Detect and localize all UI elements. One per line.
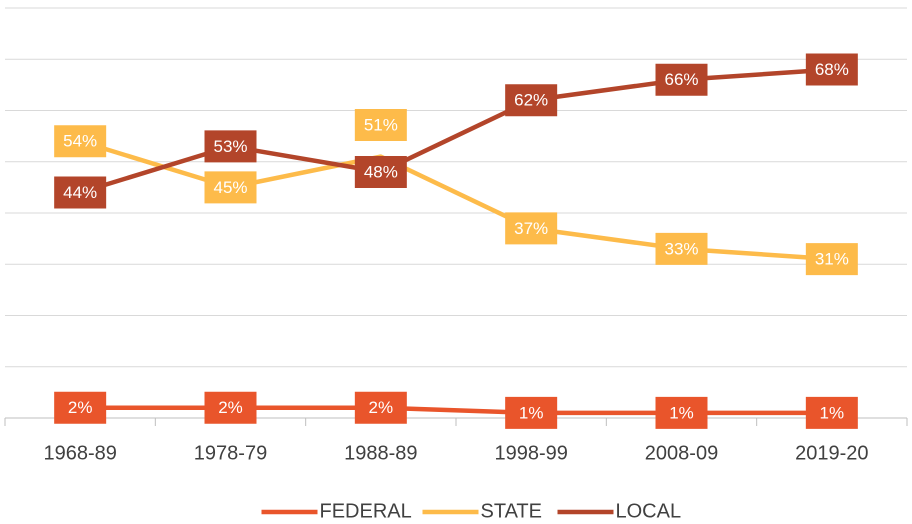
data-label: 1% <box>820 403 845 422</box>
data-label: 48% <box>364 162 398 181</box>
x-tick-label: 1978-79 <box>194 442 267 464</box>
legend-label: STATE <box>481 500 542 522</box>
data-label: 53% <box>213 137 247 156</box>
data-label-box <box>54 391 107 424</box>
data-label: 54% <box>63 132 97 151</box>
data-label-box <box>805 396 858 429</box>
data-label-box <box>204 130 257 163</box>
data-label-box <box>204 391 257 424</box>
data-label-box <box>505 212 558 245</box>
data-label-box <box>54 176 107 209</box>
data-label: 2% <box>68 398 93 417</box>
data-label: 1% <box>669 403 694 422</box>
data-label: 45% <box>213 178 247 197</box>
data-label: 31% <box>815 250 849 269</box>
data-label-box <box>655 63 708 96</box>
data-label-box <box>354 109 407 141</box>
data-label: 66% <box>664 70 698 89</box>
data-label-box <box>505 396 558 429</box>
data-label-box <box>655 396 708 429</box>
x-tick-label: 1998-99 <box>494 442 567 464</box>
x-tick-label: 2019-20 <box>795 442 868 464</box>
x-tick-label: 1988-89 <box>344 442 417 464</box>
legend-label: FEDERAL <box>320 500 412 522</box>
data-label: 37% <box>514 219 548 238</box>
data-label-box <box>805 243 858 276</box>
series-line <box>80 405 832 416</box>
data-label-box <box>655 232 708 265</box>
data-label-box <box>204 171 257 204</box>
x-tick-label: 1968-89 <box>43 442 116 464</box>
data-label: 51% <box>364 115 398 134</box>
data-label-box <box>805 53 858 86</box>
data-label-box <box>354 391 407 424</box>
data-label: 2% <box>369 398 394 417</box>
legend-label: LOCAL <box>616 500 682 522</box>
data-label: 1% <box>519 403 544 422</box>
data-label-box <box>505 84 558 117</box>
data-label: 33% <box>664 239 698 258</box>
data-label-box <box>54 125 107 158</box>
data-label: 68% <box>815 60 849 79</box>
x-tick-label: 2008-09 <box>645 442 718 464</box>
data-label: 44% <box>63 183 97 202</box>
data-label-box <box>354 156 407 188</box>
data-label: 2% <box>218 398 243 417</box>
data-label: 62% <box>514 91 548 110</box>
